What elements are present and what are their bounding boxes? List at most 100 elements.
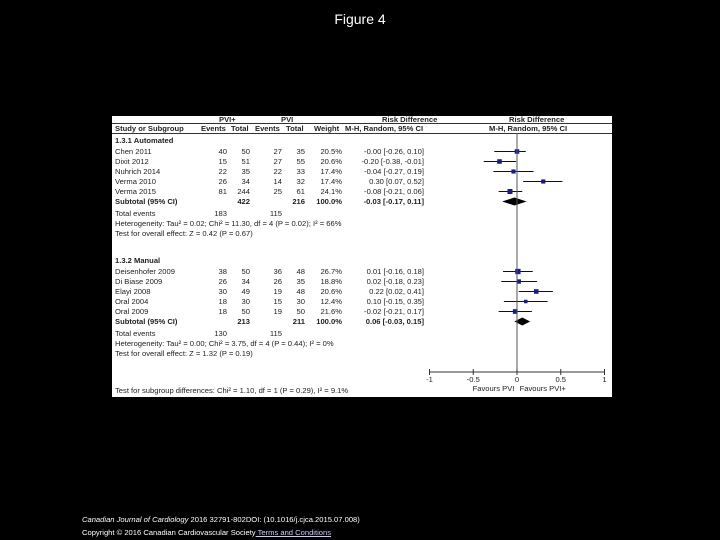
study-ci: -0.00 [-0.26, 0.10] — [364, 147, 424, 156]
col-study-header: Study or Subgroup — [115, 124, 184, 133]
study-t1: 50 — [241, 267, 250, 276]
total-events-label: Total events — [115, 209, 156, 218]
terms-link[interactable]: Terms and Conditions — [255, 528, 332, 537]
total-events-label: Total events — [115, 329, 156, 338]
subtotal-t2: 216 — [292, 197, 305, 206]
study-weight: 26.7% — [320, 267, 342, 276]
study-e2: 19 — [273, 307, 282, 316]
study-t1: 34 — [241, 277, 250, 286]
study-e2: 22 — [273, 167, 282, 176]
total-events-e1: 183 — [214, 209, 227, 218]
plot-method-header: M-H, Random, 95% CI — [489, 124, 568, 133]
study-name: Verma 2015 — [115, 187, 156, 196]
subtotal-label: Subtotal (95% CI) — [115, 197, 178, 206]
study-e1: 81 — [218, 187, 227, 196]
study-ci: 0.22 [0.02, 0.41] — [369, 287, 424, 296]
total-events-e2: 115 — [269, 329, 282, 338]
study-weight: 12.4% — [320, 297, 342, 306]
study-t2: 32 — [296, 177, 305, 186]
study-weight: 20.5% — [320, 147, 342, 156]
study-name: Dixit 2012 — [115, 157, 149, 166]
study-e2: 27 — [273, 147, 282, 156]
study-weight: 21.6% — [320, 307, 342, 316]
study-t1: 34 — [241, 177, 250, 186]
col-total2-header: Total — [286, 124, 304, 133]
study-e1: 26 — [218, 177, 227, 186]
study-t1: 50 — [241, 307, 250, 316]
citation-text: 2016 32791-802DOI: (10.1016/j.cjca.2015.… — [188, 515, 360, 524]
study-e1: 26 — [218, 277, 227, 286]
footer-copyright: Copyright © 2016 Canadian Cardiovascular… — [82, 528, 331, 537]
rd-method-header: M-H, Random, 95% CI — [345, 124, 424, 133]
study-name: Elayi 2008 — [115, 287, 151, 296]
group1-header: PVI+ — [219, 115, 236, 124]
study-e1: 30 — [218, 287, 227, 296]
study-t1: 50 — [241, 147, 250, 156]
study-name: Deisenhofer 2009 — [115, 267, 175, 276]
study-e2: 15 — [273, 297, 282, 306]
study-e2: 14 — [273, 177, 282, 186]
subtotal-weight: 100.0% — [316, 197, 342, 206]
x-axis-tick-label: 1 — [602, 375, 606, 384]
study-t2: 30 — [296, 297, 305, 306]
total-events-e2: 115 — [269, 209, 282, 218]
study-t1: 35 — [241, 167, 250, 176]
study-t2: 50 — [296, 307, 305, 316]
study-weight: 17.4% — [320, 167, 342, 176]
study-e2: 26 — [273, 277, 282, 286]
study-weight: 18.8% — [320, 277, 342, 286]
favours-left-label: Favours PVI — [473, 384, 515, 393]
x-axis-tick-label: 0.5 — [555, 375, 566, 384]
study-marker — [516, 279, 521, 284]
study-name: Oral 2004 — [115, 297, 149, 306]
study-ci: -0.04 [-0.27, 0.19] — [364, 167, 424, 176]
study-marker — [515, 268, 521, 275]
study-name: Di Biase 2009 — [115, 277, 163, 286]
study-t2: 61 — [296, 187, 305, 196]
study-e1: 38 — [218, 267, 227, 276]
footer-citation: Canadian Journal of Cardiology 2016 3279… — [82, 515, 360, 524]
study-marker — [497, 159, 502, 164]
study-e2: 25 — [273, 187, 282, 196]
study-e2: 19 — [273, 287, 282, 296]
study-t2: 48 — [296, 287, 305, 296]
study-t2: 35 — [296, 277, 305, 286]
study-t1: 244 — [237, 187, 250, 196]
study-name: Nuhrich 2014 — [115, 167, 161, 176]
study-e1: 40 — [218, 147, 227, 156]
study-ci: 0.10 [-0.15, 0.35] — [366, 297, 424, 306]
copyright-text: Copyright © 2016 Canadian Cardiovascular… — [82, 528, 256, 537]
subtotal-t2: 211 — [292, 317, 305, 326]
study-ci: -0.08 [-0.21, 0.06] — [364, 187, 424, 196]
x-axis-tick-label: 0 — [515, 375, 519, 384]
study-ci: 0.02 [-0.18, 0.23] — [366, 277, 424, 286]
study-t1: 30 — [241, 297, 250, 306]
overall-effect-test: Test for overall effect: Z = 1.32 (P = 0… — [115, 349, 253, 358]
subgroup-title: 1.3.2 Manual — [115, 256, 161, 265]
study-e1: 15 — [218, 157, 227, 166]
study-name: Verma 2010 — [115, 177, 156, 186]
study-marker — [523, 299, 528, 304]
heterogeneity-stats: Heterogeneity: Tau² = 0.00; Chi² = 3.75,… — [115, 339, 334, 348]
study-marker — [507, 188, 513, 195]
forest-plot-graphic: -1 -0.5 0 0.5 1 Favours PVI Favours PVI+ — [426, 133, 607, 393]
study-marker — [512, 309, 518, 314]
study-t2: 33 — [296, 167, 305, 176]
study-e1: 22 — [218, 167, 227, 176]
subtotal-t1: 422 — [237, 197, 250, 206]
header-rule-bottom — [112, 133, 612, 134]
page-title: Figure 4 — [334, 11, 386, 27]
group2-header: PVI — [281, 115, 294, 124]
journal-name: Canadian Journal of Cardiology — [82, 515, 189, 524]
study-name: Chen 2011 — [115, 147, 152, 156]
study-ci: 0.01 [-0.16, 0.18] — [366, 267, 424, 276]
total-events-e1: 130 — [214, 329, 227, 338]
study-e2: 36 — [273, 267, 282, 276]
subtotal-ci: 0.06 [-0.03, 0.15] — [365, 317, 424, 326]
study-ci: -0.02 [-0.21, 0.17] — [364, 307, 424, 316]
col-weight-header: Weight — [314, 124, 340, 133]
heterogeneity-stats: Heterogeneity: Tau² = 0.02; Chi² = 11.30… — [115, 219, 342, 228]
study-t1: 51 — [241, 157, 250, 166]
subtotal-label: Subtotal (95% CI) — [115, 317, 178, 326]
plot-title-header: Risk Difference — [509, 115, 565, 124]
